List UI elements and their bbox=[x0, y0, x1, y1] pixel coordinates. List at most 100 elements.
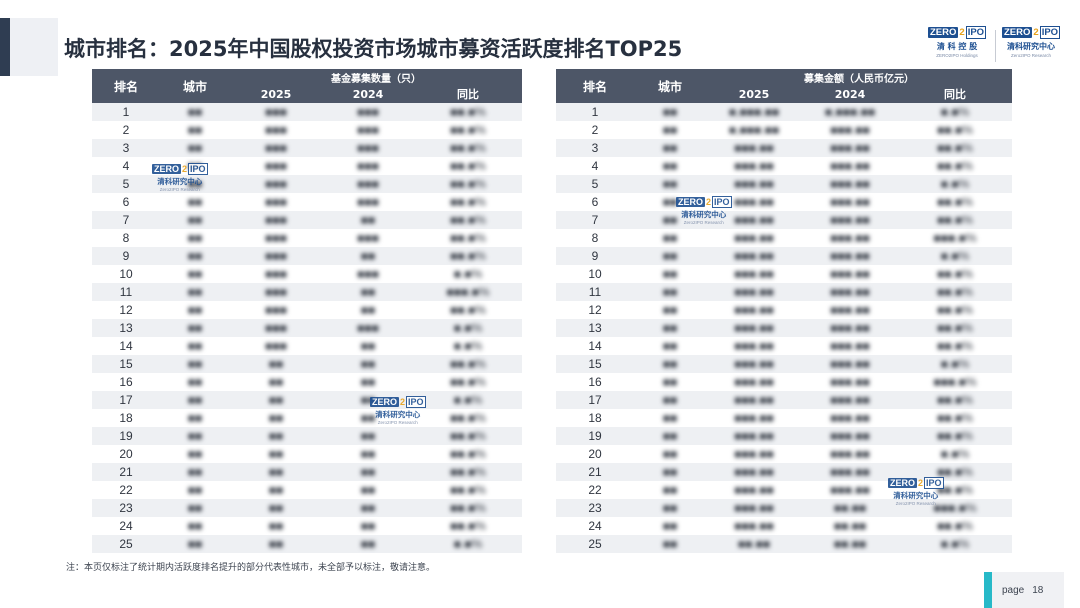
value-2024-cell: ■■■.■■ bbox=[830, 195, 870, 209]
table-row: 18 ■■ ■■ ■■ ■■.■% bbox=[92, 409, 522, 427]
yoy-cell: ■■.■% bbox=[450, 177, 486, 191]
rank-cell: 17 bbox=[588, 393, 602, 407]
rank-cell: 6 bbox=[591, 195, 599, 209]
rank-cell: 7 bbox=[591, 213, 599, 227]
rank-cell: 8 bbox=[591, 231, 599, 245]
value-2024-cell: ■■ bbox=[360, 375, 376, 389]
city-cell: ■■ bbox=[662, 483, 678, 497]
col-header-rank: 排名 bbox=[113, 79, 138, 94]
value-2025-cell: ■■■.■■ bbox=[734, 429, 774, 443]
city-cell: ■■ bbox=[662, 321, 678, 335]
city-cell: ■■ bbox=[187, 321, 203, 335]
city-cell: ■■ bbox=[662, 393, 678, 407]
city-cell: ■■ bbox=[187, 249, 203, 263]
value-2024-cell: ■■■.■■ bbox=[830, 465, 870, 479]
city-cell: ■■ bbox=[662, 267, 678, 281]
value-2024-cell: ■■ bbox=[360, 483, 376, 497]
value-2025-cell: ■■■.■■ bbox=[734, 519, 774, 533]
value-2024-cell: ■■■ bbox=[357, 141, 379, 155]
yoy-cell: ■■.■% bbox=[937, 123, 973, 137]
rank-cell: 4 bbox=[122, 159, 130, 173]
rank-cell: 17 bbox=[119, 393, 133, 407]
yoy-cell: ■■.■% bbox=[450, 411, 486, 425]
rank-cell: 3 bbox=[122, 141, 130, 155]
zero2ipo-research-logo: ZERO 2 IPO 清科研究中心 Zero2IPO Research bbox=[1002, 26, 1061, 58]
value-2024-cell: ■■■.■■ bbox=[830, 159, 870, 173]
yoy-cell: ■.■% bbox=[453, 537, 483, 551]
value-2025-cell: ■■■.■■ bbox=[734, 177, 774, 191]
city-cell: ■■ bbox=[662, 285, 678, 299]
rank-cell: 24 bbox=[588, 519, 602, 533]
yoy-cell: ■■.■% bbox=[937, 321, 973, 335]
rank-cell: 2 bbox=[591, 123, 599, 137]
rank-cell: 16 bbox=[588, 375, 602, 389]
city-cell: ■■ bbox=[187, 501, 203, 515]
table-row: 6 ■■ ■■■.■■ ■■■.■■ ■■.■% bbox=[556, 193, 1013, 211]
rank-cell: 5 bbox=[122, 177, 130, 191]
city-cell: ■■ bbox=[662, 159, 678, 173]
value-2024-cell: ■■■ bbox=[357, 231, 379, 245]
value-2025-cell: ■■■.■■ bbox=[734, 393, 774, 407]
city-cell: ■■ bbox=[187, 393, 203, 407]
value-2024-cell: ■■■.■■ bbox=[830, 285, 870, 299]
city-cell: ■■ bbox=[187, 303, 203, 317]
value-2025-cell: ■■■ bbox=[265, 213, 287, 227]
yoy-cell: ■.■% bbox=[940, 177, 970, 191]
value-2025-cell: ■■■.■■ bbox=[734, 231, 774, 245]
value-2024-cell: ■■ bbox=[360, 429, 376, 443]
table-row: 19 ■■ ■■■.■■ ■■■.■■ ■■.■% bbox=[556, 427, 1013, 445]
value-2025-cell: ■■■ bbox=[265, 321, 287, 335]
rank-cell: 14 bbox=[119, 339, 133, 353]
value-2024-cell: ■,■■■.■■ bbox=[824, 105, 876, 119]
table-row: 17 ■■ ■■ ■■ ■.■% bbox=[92, 391, 522, 409]
table-row: 19 ■■ ■■ ■■ ■■.■% bbox=[92, 427, 522, 445]
yoy-cell: ■■.■% bbox=[937, 483, 973, 497]
page-title: 城市排名：2025年中国股权投资市场城市募资活跃度排名TOP25 bbox=[64, 37, 683, 61]
rank-cell: 21 bbox=[588, 465, 602, 479]
city-cell: ■■ bbox=[187, 357, 203, 371]
city-cell: ■■ bbox=[187, 447, 203, 461]
value-2024-cell: ■■■ bbox=[357, 123, 379, 137]
yoy-cell: ■■■.■% bbox=[446, 285, 490, 299]
table-row: 11 ■■ ■■■.■■ ■■■.■■ ■■.■% bbox=[556, 283, 1013, 301]
table-row: 25 ■■ ■■ ■■ ■.■% bbox=[92, 535, 522, 553]
rank-cell: 13 bbox=[119, 321, 133, 335]
value-2025-cell: ■■■.■■ bbox=[734, 249, 774, 263]
rank-cell: 15 bbox=[588, 357, 602, 371]
yoy-cell: ■■■.■% bbox=[933, 501, 977, 515]
value-2025-cell: ■■■.■■ bbox=[734, 303, 774, 317]
rank-cell: 8 bbox=[122, 231, 130, 245]
table-row: 1 ■■ ■■■ ■■■ ■■.■% bbox=[92, 103, 522, 121]
value-2025-cell: ■,■■■.■■ bbox=[728, 105, 780, 119]
city-cell: ■■ bbox=[662, 537, 678, 551]
value-2024-cell: ■■■ bbox=[357, 159, 379, 173]
table-row: 12 ■■ ■■■.■■ ■■■.■■ ■■.■% bbox=[556, 301, 1013, 319]
value-2024-cell: ■■ bbox=[360, 357, 376, 371]
value-2025-cell: ■■ bbox=[268, 465, 284, 479]
value-2025-cell: ■■■.■■ bbox=[734, 267, 774, 281]
value-2025-cell: ■■ bbox=[268, 393, 284, 407]
yoy-cell: ■■.■% bbox=[937, 267, 973, 281]
value-2024-cell: ■■ bbox=[360, 501, 376, 515]
yoy-cell: ■.■% bbox=[453, 267, 483, 281]
watermark-logo: ZERO 2 IPO 清科研究中心 Zero2IPO Research bbox=[152, 163, 208, 192]
fund-amount-ranking-table: 排名 城市 募集金额（人民币亿元） 2025 2024 同比 1 ■■ ■,■■■.… bbox=[556, 69, 1013, 553]
value-2025-cell: ■■■.■■ bbox=[734, 195, 774, 209]
city-cell: ■■ bbox=[187, 213, 203, 227]
rank-cell: 24 bbox=[119, 519, 133, 533]
value-2024-cell: ■■■.■■ bbox=[830, 375, 870, 389]
value-2025-cell: ■■ bbox=[268, 483, 284, 497]
value-2025-cell: ■■■.■■ bbox=[734, 501, 774, 515]
city-cell: ■■ bbox=[662, 465, 678, 479]
yoy-cell: ■■.■% bbox=[937, 519, 973, 533]
rank-cell: 11 bbox=[588, 285, 602, 299]
value-2024-cell: ■■■.■■ bbox=[830, 483, 870, 497]
yoy-cell: ■■.■% bbox=[937, 213, 973, 227]
table-row: 3 ■■ ■■■ ■■■ ■■.■% bbox=[92, 139, 522, 157]
table-row: 24 ■■ ■■ ■■ ■■.■% bbox=[92, 517, 522, 535]
value-2024-cell: ■■■.■■ bbox=[830, 357, 870, 371]
yoy-cell: ■.■% bbox=[940, 447, 970, 461]
value-2024-cell: ■■.■■ bbox=[833, 519, 867, 533]
col-header-2025: 2025 bbox=[260, 87, 292, 101]
yoy-cell: ■■.■% bbox=[937, 159, 973, 173]
